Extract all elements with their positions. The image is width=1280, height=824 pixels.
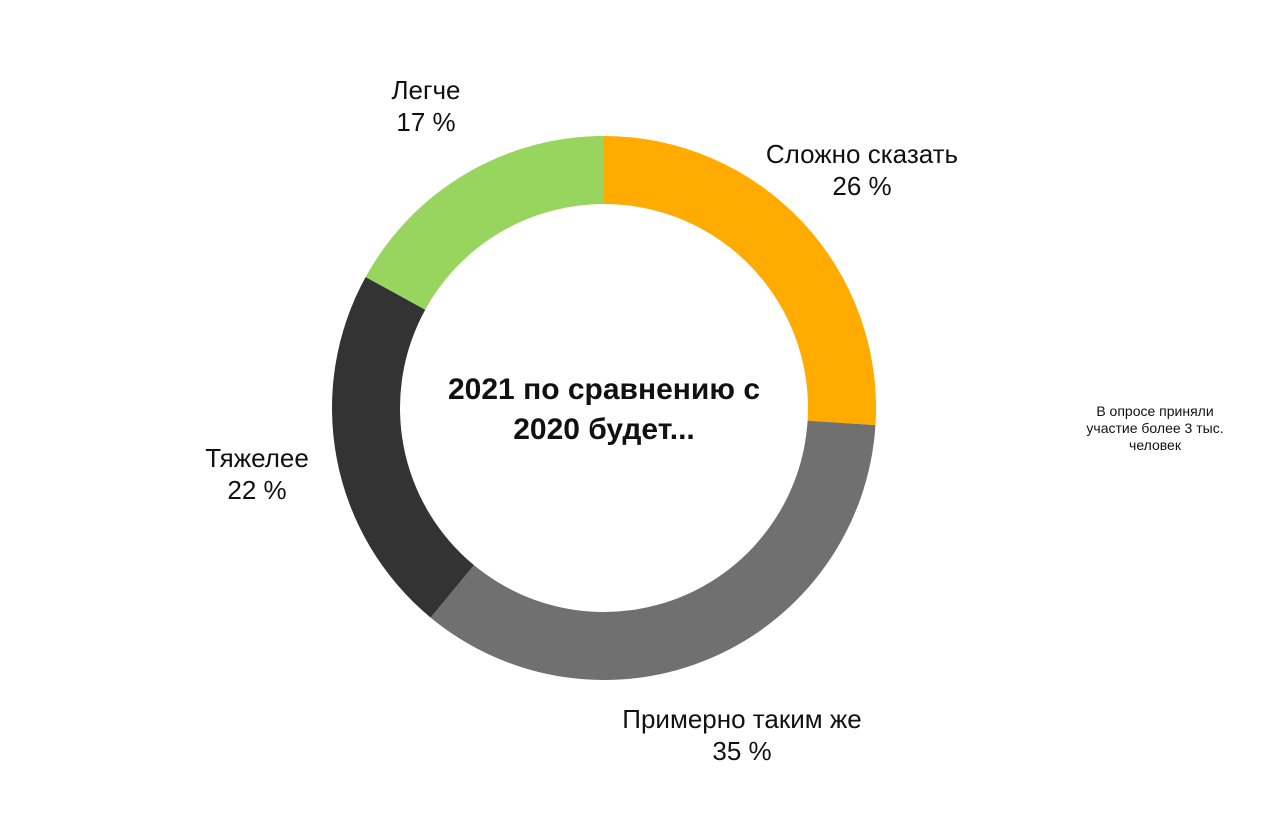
survey-note-line-3: человек (1129, 437, 1181, 453)
slice-label-tyazhelee: Тяжелее 22 % (205, 442, 309, 506)
slice-label-value: 35 % (712, 736, 772, 766)
slice-label-value: 17 % (396, 107, 456, 137)
slice-label-name: Тяжелее (205, 443, 309, 473)
slice-label-slozhno-skazat: Сложно сказать 26 % (766, 138, 958, 202)
survey-note-line-1: В опросе приняли (1096, 403, 1214, 419)
slice-label-name: Сложно сказать (765, 139, 959, 169)
survey-note-line-2: участие более 3 тыс. (1086, 420, 1224, 436)
slice-label-value: 26 % (832, 171, 892, 201)
chart-center-title: 2021 по сравнению с 2020 будет... (424, 370, 784, 450)
slice-label-name: Примерно таким же (622, 704, 862, 734)
donut-slice-2 (331, 276, 474, 618)
center-title-line-1: 2021 по сравнению с (448, 373, 760, 406)
donut-slice-3 (365, 136, 604, 310)
slice-label-primerno-takim-zhe: Примерно таким же 35 % (622, 703, 861, 767)
donut-slice-1 (430, 420, 876, 680)
center-title-line-2: 2020 будет... (513, 413, 695, 446)
slice-label-value: 22 % (227, 475, 287, 505)
slice-label-name: Легче (391, 75, 461, 105)
slice-label-legche: Легче 17 % (391, 74, 460, 138)
donut-slices (331, 136, 876, 680)
donut-slice-0 (604, 136, 876, 426)
survey-note: В опросе приняли участие более 3 тыс. че… (1065, 403, 1245, 454)
